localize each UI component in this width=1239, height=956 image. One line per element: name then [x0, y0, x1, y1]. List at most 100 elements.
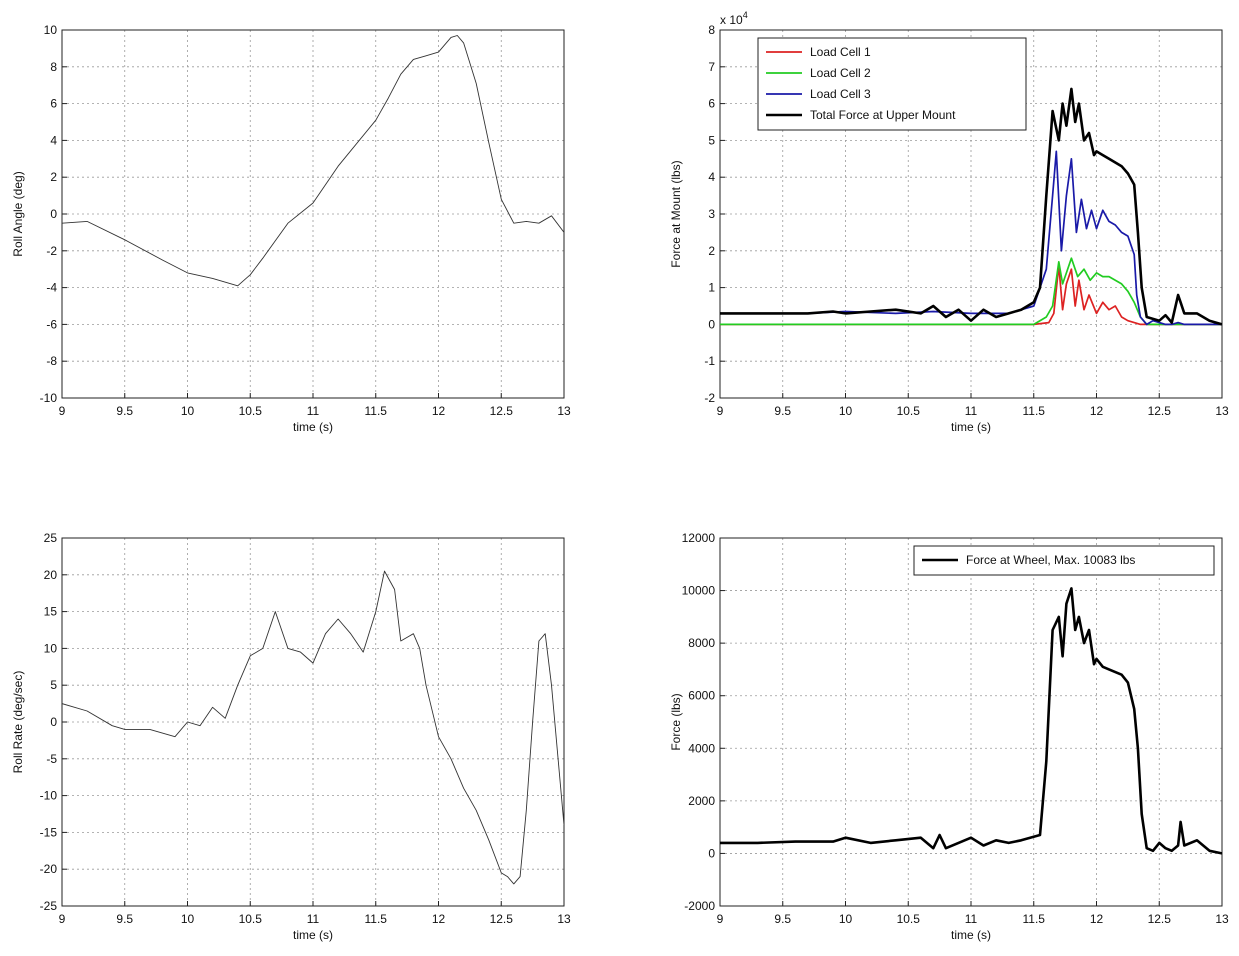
series-line-2 — [720, 257, 1222, 326]
x-tick-label: 10.5 — [239, 912, 263, 926]
legend-box — [757, 37, 1027, 131]
x-axis-label: time (s) — [951, 928, 991, 942]
y-axis-label: Force (lbs) — [669, 693, 683, 750]
legend: Load Cell 1 Load Cell 2 Load Cell 3 Total F… — [757, 37, 1027, 131]
y-tick-label: -10 — [40, 391, 58, 405]
axes-frame — [61, 29, 565, 399]
y-tick-label: 4 — [50, 133, 57, 147]
x-tick-label: 10 — [839, 404, 853, 418]
y-tick-label: 8000 — [688, 636, 715, 650]
y-tick-label: 2 — [708, 244, 715, 258]
axes-frame — [719, 537, 1223, 907]
y-axis-label: Roll Rate (deg/sec) — [11, 671, 25, 774]
y-tick-label: 15 — [44, 605, 58, 619]
legend-label: Total Force at Upper Mount — [810, 108, 956, 122]
y-tick-label: 20 — [44, 568, 58, 582]
legend-label: Force at Wheel, Max. 10083 lbs — [966, 553, 1135, 567]
x-tick-label: 13 — [1215, 912, 1229, 926]
x-tick-label: 9 — [717, 912, 724, 926]
x-tick-label: 11.5 — [1023, 912, 1046, 926]
y-tick-label: 6 — [708, 97, 715, 111]
y-tick-label: 7 — [708, 60, 715, 74]
x-tick-label: 11 — [307, 912, 320, 926]
x-tick-label: 11.5 — [365, 404, 388, 418]
x-tick-label: 9.5 — [774, 912, 791, 926]
x-tick-label: 12 — [432, 912, 446, 926]
legend-label: Load Cell 3 — [810, 87, 871, 101]
y-tick-label: -8 — [46, 354, 57, 368]
y-tick-label: -5 — [46, 752, 57, 766]
x-tick-label: 11 — [965, 404, 978, 418]
x-tick-label: 11 — [965, 912, 978, 926]
x-tick-label: 12.5 — [1148, 404, 1172, 418]
y-tick-label: 10000 — [682, 584, 716, 598]
y-tick-label: 12000 — [682, 531, 716, 545]
y-axis-label: Force at Mount (lbs) — [669, 160, 683, 267]
y-tick-label: 5 — [50, 678, 57, 692]
axes-frame — [719, 29, 1223, 399]
x-tick-label: 10.5 — [897, 912, 921, 926]
x-axis-label: time (s) — [293, 928, 333, 942]
x-tick-label: 12.5 — [490, 912, 514, 926]
x-tick-label: 9 — [59, 912, 66, 926]
legend-box — [913, 545, 1215, 576]
y-exponent-label: x 104 — [720, 10, 748, 27]
y-tick-label: 4 — [708, 170, 715, 184]
y-tick-label: 0 — [708, 317, 715, 331]
y-tick-label: 4000 — [688, 741, 715, 755]
chart-panel-3: 9 9.5 10 10.5 11 11.5 12 12.5 13 -25 -20 -15 -10 -5 0 5… — [11, 531, 571, 942]
y-tick-label: -2000 — [684, 899, 715, 913]
y-tick-label: 2000 — [688, 794, 715, 808]
series-line-1 — [62, 35, 564, 287]
x-tick-label: 10.5 — [897, 404, 921, 418]
y-tick-label: 0 — [50, 207, 57, 221]
y-tick-label: 5 — [708, 133, 715, 147]
y-tick-label: 2 — [50, 170, 57, 184]
y-tick-label: -2 — [46, 244, 57, 258]
y-tick-label: 1 — [708, 281, 715, 295]
y-tick-label: 0 — [708, 846, 715, 860]
y-tick-label: 10 — [44, 23, 58, 37]
x-tick-label: 9.5 — [116, 912, 133, 926]
y-tick-label: -2 — [704, 391, 715, 405]
y-tick-label: -25 — [40, 899, 58, 913]
x-tick-label: 13 — [1215, 404, 1229, 418]
series-line-1 — [720, 587, 1222, 855]
y-tick-label: -10 — [40, 789, 58, 803]
y-tick-label: -20 — [40, 862, 58, 876]
y-tick-label: 3 — [708, 207, 715, 221]
series-line-1 — [62, 570, 564, 885]
x-tick-label: 9 — [717, 404, 724, 418]
legend: Force at Wheel, Max. 10083 lbs — [913, 545, 1215, 576]
x-tick-label: 10.5 — [239, 404, 263, 418]
y-tick-label: -6 — [46, 317, 57, 331]
y-tick-label: 10 — [44, 641, 58, 655]
y-tick-label: 6 — [50, 97, 57, 111]
x-tick-label: 12 — [1090, 404, 1104, 418]
x-tick-label: 11 — [307, 404, 320, 418]
x-tick-label: 12 — [432, 404, 446, 418]
x-tick-label: 12 — [1090, 912, 1104, 926]
y-tick-label: -4 — [46, 281, 57, 295]
x-tick-label: 9 — [59, 404, 66, 418]
x-tick-label: 9.5 — [774, 404, 791, 418]
chart-panel-1: 9 9.5 10 10.5 11 11.5 12 12.5 13 -10 -8 -6 -4 -2 0 2 4 6 8… — [11, 23, 571, 434]
axes-frame — [61, 537, 565, 907]
x-tick-label: 12.5 — [1148, 912, 1172, 926]
legend-label: Load Cell 1 — [810, 45, 871, 59]
chart-panel-2: 9 9.5 10 10.5 11 11.5 12 12.5 13-2-1012345678tim… — [669, 10, 1229, 434]
y-tick-label: 8 — [50, 60, 57, 74]
x-tick-label: 12.5 — [490, 404, 514, 418]
y-tick-label: 0 — [50, 715, 57, 729]
y-axis-label: Roll Angle (deg) — [11, 171, 25, 256]
x-tick-label: 11.5 — [1023, 404, 1046, 418]
x-tick-label: 11.5 — [365, 912, 388, 926]
x-axis-label: time (s) — [293, 420, 333, 434]
y-tick-label: 8 — [708, 23, 715, 37]
x-tick-label: 10 — [181, 912, 195, 926]
y-tick-label: 25 — [44, 531, 58, 545]
x-tick-label: 9.5 — [116, 404, 133, 418]
x-tick-label: 10 — [181, 404, 195, 418]
